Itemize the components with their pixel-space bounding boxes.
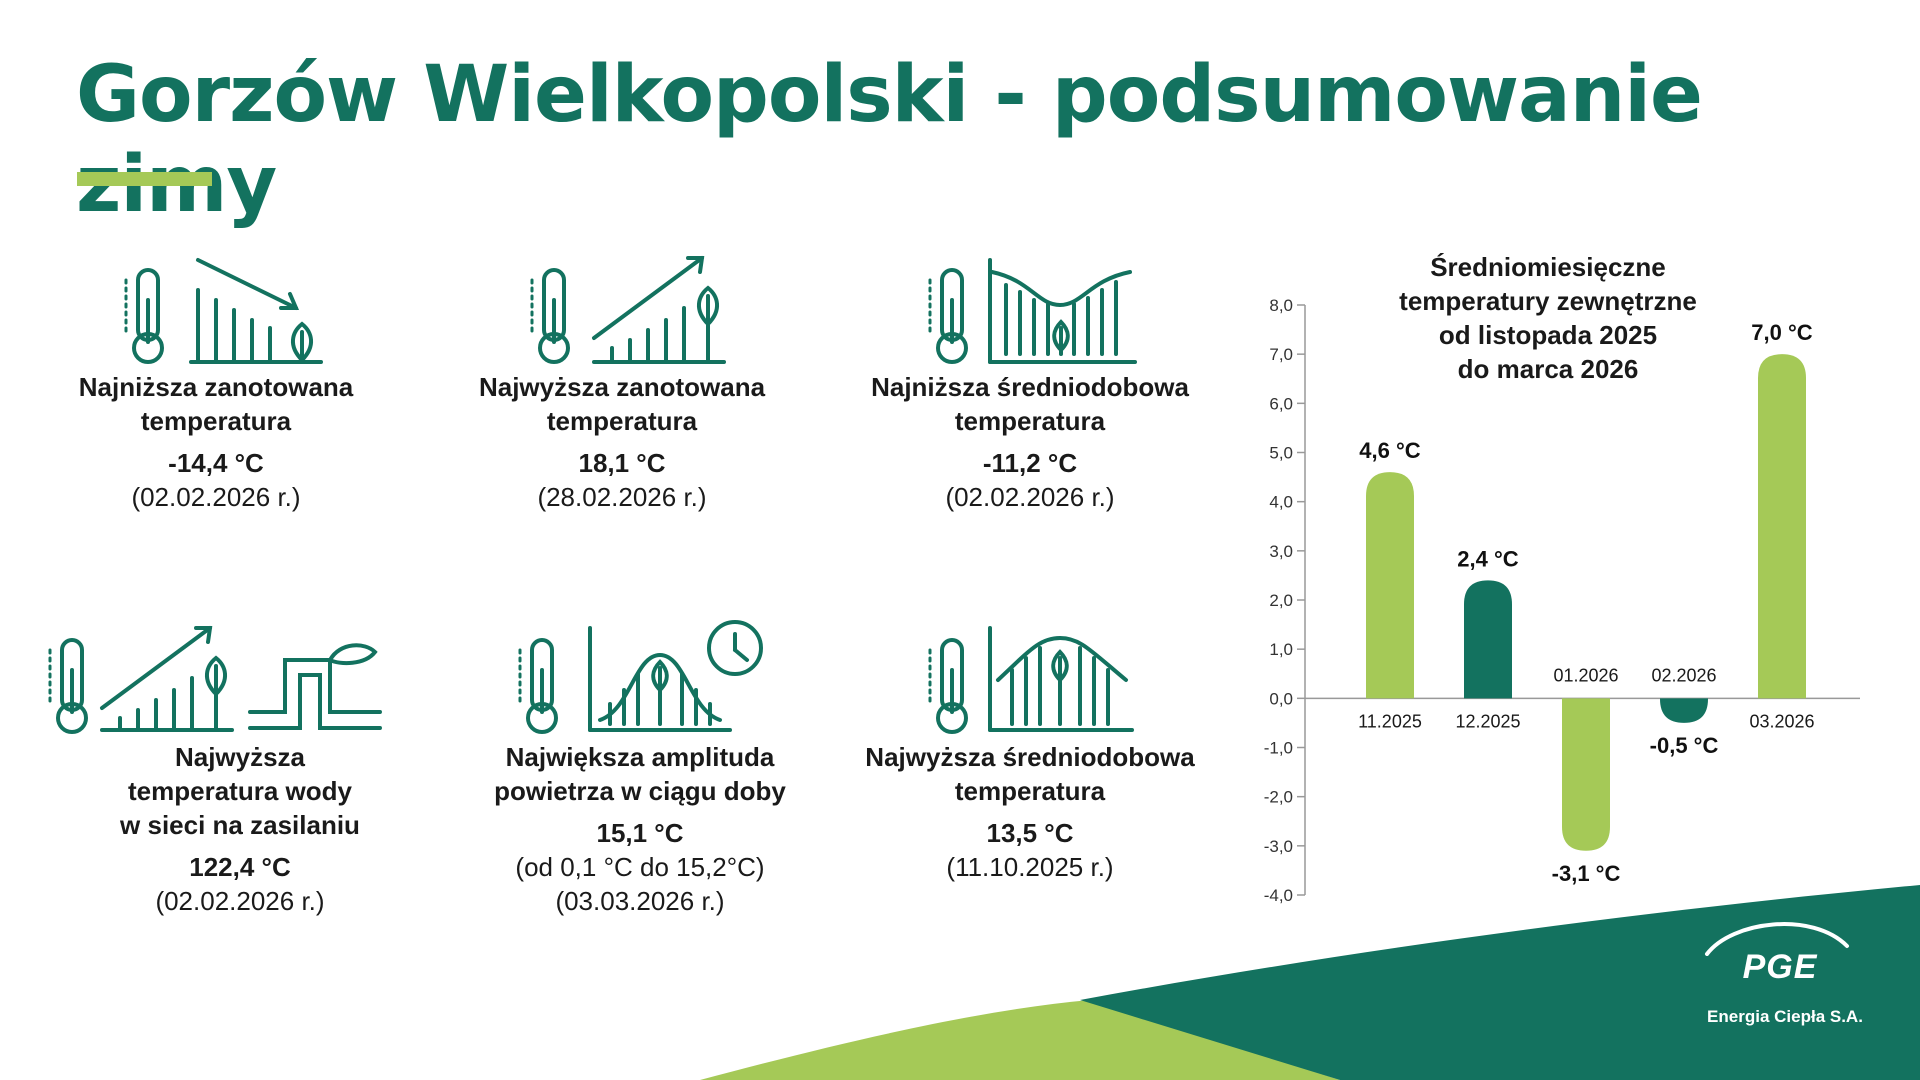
x-tick-label: 03.2026 (1749, 711, 1814, 731)
stat-largest-amplitude: Największa amplituda powietrza w ciągu do… (460, 620, 820, 918)
bar-11.2025 (1366, 472, 1414, 699)
stat-value: -14,4 °C (168, 448, 264, 478)
stat-label: Największa amplituda powietrza w ciągu do… (494, 742, 786, 806)
y-tick-label: -1,0 (1264, 739, 1293, 758)
company-name: Energia Ciepła S.A. (1707, 1007, 1863, 1026)
y-tick-label: 1,0 (1269, 640, 1293, 659)
stat-value: 18,1 °C (578, 448, 666, 478)
stat-value: 15,1 °C (596, 818, 684, 848)
y-tick-label: -3,0 (1264, 837, 1293, 856)
y-tick-label: 0,0 (1269, 689, 1293, 708)
thermometer-rising-bars-icon (530, 256, 726, 364)
pge-logo: PGE Energia Ciepła S.A. (1690, 920, 1870, 1027)
y-tick-label: -4,0 (1264, 886, 1293, 905)
data-label: 4,6 °C (1359, 438, 1420, 463)
y-tick-label: 5,0 (1269, 444, 1293, 463)
y-tick-label: 6,0 (1269, 394, 1293, 413)
chart-title: Średniomiesięczne temperatury zewnętrzne… (1399, 252, 1697, 384)
y-tick-label: 8,0 (1269, 296, 1293, 315)
y-tick-label: 7,0 (1269, 345, 1293, 364)
stat-date: (02.02.2026 r.) (155, 886, 325, 916)
stat-date: (28.02.2026 r.) (537, 482, 707, 512)
stat-highest-temperature: Najwyższa zanotowana temperatura 18,1 °C … (442, 250, 802, 514)
stat-label: Najwyższa zanotowana temperatura (478, 372, 766, 436)
y-tick-label: -2,0 (1264, 788, 1293, 807)
x-tick-label: 11.2025 (1358, 711, 1422, 731)
bar-02.2026 (1660, 698, 1708, 723)
data-label: 7,0 °C (1751, 320, 1812, 345)
monthly-temperature-bar-chart: -4,0 -3,0 -2,0 -1,0 0,0 1,0 2,0 3,0 4,0 5,0 6,0 7,0… (1264, 296, 1860, 905)
stat-value: 13,5 °C (986, 818, 1074, 848)
stat-highest-water-temperature: Najwyższa temperatura wody w sieci na zasi… (48, 620, 420, 918)
pge-brand: PGE (1742, 948, 1818, 986)
data-label: -3,1 °C (1552, 861, 1621, 886)
x-tick-label: 12.2025 (1455, 711, 1520, 731)
thermometer-clock-curve-icon (518, 620, 763, 734)
pge-arc-icon (1705, 922, 1849, 956)
thermometer-falling-bars-icon (124, 258, 323, 364)
bar-01.2026 (1562, 698, 1610, 851)
bar-12.2025 (1464, 580, 1512, 699)
thermometer-peak-curve-icon (928, 626, 1134, 734)
x-tick-label: 01.2026 (1553, 665, 1618, 685)
stat-date: (03.03.2026 r.) (555, 886, 725, 916)
y-tick-label: 4,0 (1269, 493, 1293, 512)
stat-highest-daily-average: Najwyższa średniodobowa temperatura 13,5 … (850, 620, 1210, 884)
x-tick-label: 02.2026 (1651, 665, 1716, 685)
stat-range: (od 0,1 °C do 15,2°C) (515, 852, 765, 882)
bar-03.2026 (1758, 354, 1806, 699)
stat-date: (11.10.2025 r.) (946, 852, 1114, 882)
y-tick-label: 3,0 (1269, 542, 1293, 561)
stat-lowest-daily-average: Najniższa średniodobowa temperatura -11,2… (850, 250, 1210, 514)
stat-label: Najwyższa temperatura wody w sieci na zasi… (120, 742, 360, 840)
stat-label: Najniższa średniodobowa temperatura (871, 372, 1189, 436)
stat-date: (02.02.2026 r.) (131, 482, 301, 512)
stat-value: 122,4 °C (189, 852, 291, 882)
y-tick-label: 2,0 (1269, 591, 1293, 610)
thermometer-valley-curve-icon (928, 258, 1137, 364)
data-label: -0,5 °C (1650, 733, 1719, 758)
title-accent-bar (77, 172, 212, 186)
stat-lowest-temperature: Najniższa zanotowana temperatura -14,4 °C… (36, 250, 396, 514)
stat-label: Najniższa zanotowana temperatura (78, 372, 354, 436)
stat-label: Najwyższa średniodobowa temperatura (865, 742, 1195, 806)
stat-date: (02.02.2026 r.) (945, 482, 1115, 512)
thermometer-pipe-icon (48, 626, 382, 734)
stat-value: -11,2 °C (982, 448, 1078, 478)
data-label: 2,4 °C (1457, 546, 1518, 571)
